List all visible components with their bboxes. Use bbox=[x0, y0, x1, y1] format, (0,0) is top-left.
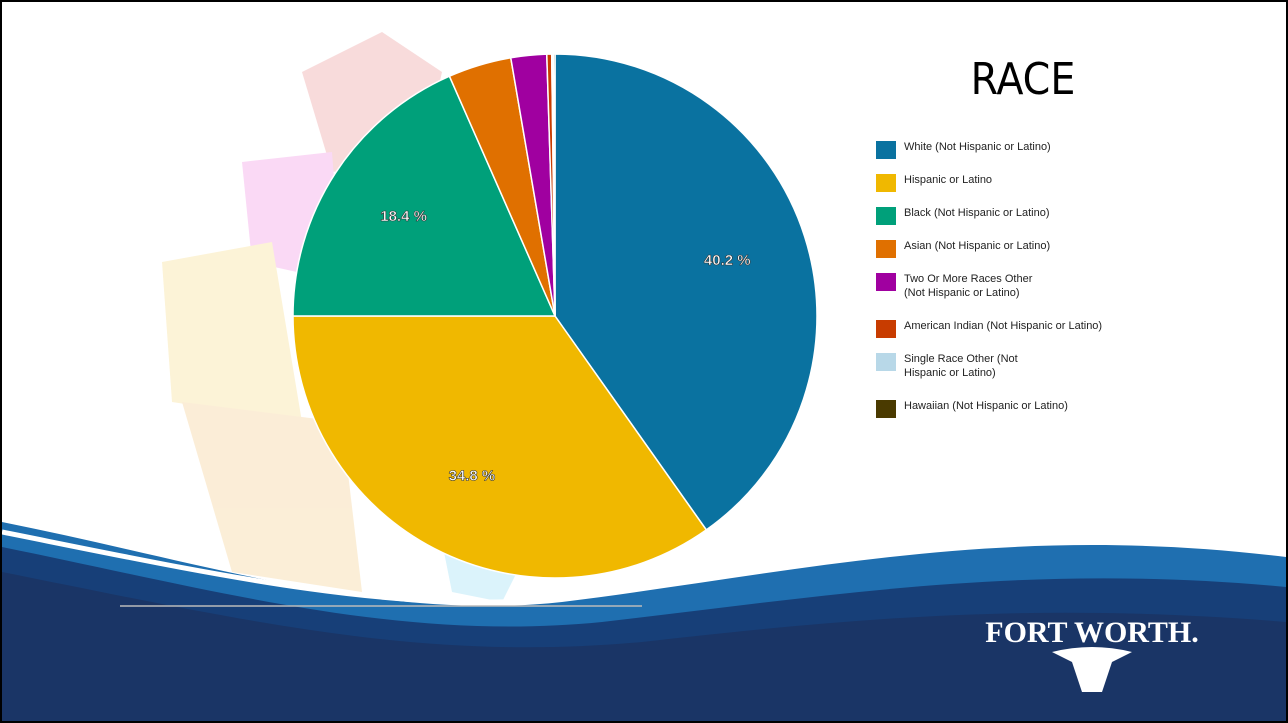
legend-item: American Indian (Not Hispanic or Latino) bbox=[876, 319, 1154, 338]
legend-swatch bbox=[876, 174, 896, 192]
legend-label: Hawaiian (Not Hispanic or Latino) bbox=[904, 400, 1068, 412]
map-background bbox=[162, 32, 522, 602]
pie: 40.2 % 34.8 % 18.4 % bbox=[292, 53, 818, 579]
legend-swatch bbox=[876, 141, 896, 159]
legend-item: Single Race Other (Not Hispanic or Latin… bbox=[876, 352, 1054, 380]
legend-label: American Indian (Not Hispanic or Latino) bbox=[904, 320, 1103, 332]
logo-icon bbox=[1052, 647, 1132, 692]
banner bbox=[2, 522, 1286, 721]
legend-item: Hispanic or Latino bbox=[876, 173, 1154, 192]
legend-label: Two Or More Races Other (Not Hispanic or… bbox=[904, 273, 1033, 299]
legend-label: Asian (Not Hispanic or Latino) bbox=[904, 240, 1051, 252]
pie-slice bbox=[552, 53, 556, 317]
legend-item: Asian (Not Hispanic or Latino) bbox=[876, 239, 1154, 258]
legend: White (Not Hispanic or Latino) Hispanic o… bbox=[876, 140, 1176, 432]
pie-slice bbox=[554, 53, 818, 531]
legend-label: Single Race Other (Not Hispanic or Latin… bbox=[904, 353, 1018, 379]
chart-title: RACE bbox=[971, 54, 1076, 105]
legend-label: White (Not Hispanic or Latino) bbox=[904, 141, 1051, 153]
legend-item: Black (Not Hispanic or Latino) bbox=[876, 206, 1154, 225]
legend-item: Two Or More Races Other (Not Hispanic or… bbox=[876, 272, 1054, 300]
legend-item: White (Not Hispanic or Latino) bbox=[876, 140, 1154, 159]
data-label: 18.4 % bbox=[380, 208, 427, 225]
legend-swatch bbox=[876, 207, 896, 225]
legend-swatch bbox=[876, 240, 896, 258]
legend-item: Hawaiian (Not Hispanic or Latino) bbox=[876, 399, 1154, 418]
legend-label: Black (Not Hispanic or Latino) bbox=[904, 207, 1050, 219]
data-label: 40.2 % bbox=[704, 252, 751, 269]
legend-swatch bbox=[876, 353, 896, 371]
logo: FORT WORTH. bbox=[985, 616, 1199, 649]
data-label: 34.8 % bbox=[449, 468, 496, 485]
pie-slice bbox=[292, 75, 557, 317]
legend-swatch bbox=[876, 273, 896, 291]
legend-swatch bbox=[876, 400, 896, 418]
pie-slice bbox=[292, 315, 708, 579]
legend-swatch bbox=[876, 320, 896, 338]
legend-label: Hispanic or Latino bbox=[904, 174, 993, 186]
